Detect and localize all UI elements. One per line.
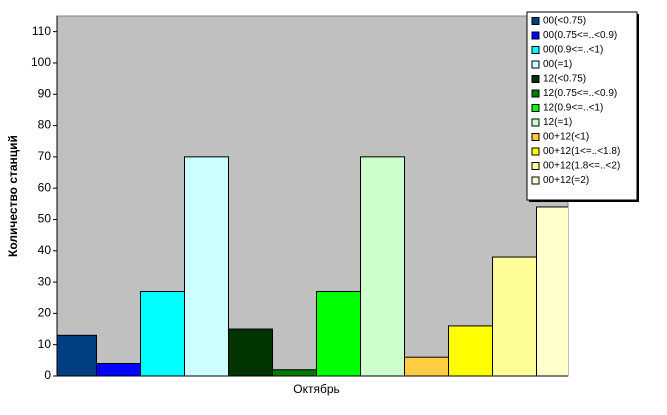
- legend-label: 12(0.9<=..<1): [543, 103, 603, 114]
- y-tick-label: 10: [38, 337, 52, 351]
- plot-area: [56, 15, 569, 377]
- legend-swatch: [531, 75, 540, 83]
- legend-swatch: [531, 104, 540, 112]
- y-tick-label: 110: [32, 24, 51, 38]
- y-tick-label: 20: [38, 306, 52, 320]
- legend-label: 12(<0.75): [543, 74, 586, 85]
- legend-label: 12(0.75<=..<0.9): [543, 88, 617, 99]
- legend-swatch: [531, 176, 540, 185]
- bar: [492, 256, 537, 376]
- legend-box: [526, 11, 638, 201]
- bar: [316, 290, 361, 376]
- bar: [96, 362, 141, 376]
- legend-label: 00+12(<1): [543, 132, 589, 143]
- legend-swatch: [531, 162, 540, 170]
- legend-label: 00(0.75<=..<0.9): [543, 30, 617, 41]
- bar: [272, 369, 317, 376]
- legend-label: 00(<0.75): [543, 16, 586, 27]
- y-tick-label: 40: [38, 243, 52, 257]
- y-tick-label: 70: [38, 149, 52, 163]
- bar: [404, 356, 449, 376]
- legend-label: 00+12(1.8<=..<2): [543, 161, 620, 172]
- bar: [57, 334, 97, 376]
- legend-label: 12(=1): [543, 117, 572, 128]
- legend-label: 00+12(1<=..<1.8): [543, 146, 620, 157]
- bar: [140, 290, 185, 376]
- legend-swatch: [531, 31, 540, 40]
- x-tick-label: Октябрь: [293, 382, 340, 396]
- bar: [228, 328, 273, 376]
- legend-swatch: [531, 118, 540, 127]
- y-tick-label: 90: [38, 86, 52, 100]
- bar: [536, 206, 568, 376]
- y-tick-label: 50: [38, 212, 52, 226]
- y-axis-label: Количество станций: [6, 135, 20, 257]
- bar: [448, 325, 493, 376]
- legend-label: 00(0.9<=..<1): [543, 45, 603, 56]
- legend-swatch: [531, 89, 540, 98]
- legend-swatch: [531, 17, 540, 25]
- bar: [360, 156, 405, 376]
- legend-label: 00+12(=2): [543, 175, 589, 186]
- bar: [184, 156, 229, 376]
- y-tick-label: 60: [38, 180, 52, 194]
- y-tick-label: 100: [31, 55, 51, 69]
- legend-swatch: [531, 133, 540, 141]
- bars: [57, 156, 568, 376]
- legend-swatch: [531, 60, 540, 69]
- y-tick-label: 0: [44, 368, 51, 382]
- legend-swatch: [531, 46, 540, 54]
- legend: 00(<0.75) 00(0.75<=..<0.9) 00(0.9<=..<1) 00…: [526, 11, 639, 202]
- y-tick-label: 30: [38, 274, 52, 288]
- legend-swatch: [531, 147, 540, 156]
- legend-label: 00(=1): [543, 59, 572, 70]
- y-tick-label: 80: [38, 118, 52, 132]
